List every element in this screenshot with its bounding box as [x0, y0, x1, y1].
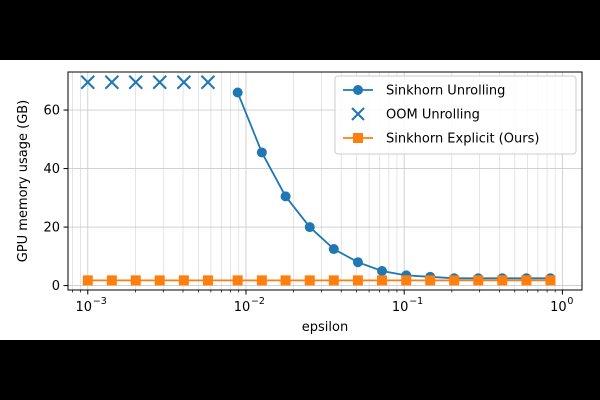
- x-axis: 10 −3 10 −2 10 −1 10 0: [72, 290, 573, 315]
- legend-label: Sinkhorn Explicit (Ours): [386, 132, 539, 147]
- x-tick-exponent: −2: [251, 296, 265, 307]
- x-marker-stroke: [80, 75, 95, 90]
- series-2: [82, 275, 556, 286]
- data-point: [304, 222, 315, 233]
- data-point: [304, 275, 315, 286]
- data-point: [401, 275, 412, 286]
- x-tick-label: 10: [392, 300, 409, 315]
- legend-marker: [353, 133, 363, 143]
- x-marker-stroke: [351, 107, 365, 121]
- x-marker-stroke: [104, 75, 120, 90]
- figure-canvas: 10 −3 10 −2 10 −1 10 0 0 20 40 60 epsilon GPU memory …: [0, 60, 600, 340]
- x-marker-stroke: [128, 75, 143, 90]
- legend-box: [334, 75, 577, 155]
- data-point: [232, 275, 243, 286]
- data-point: [178, 275, 189, 286]
- x-axis-label: epsilon: [302, 320, 348, 335]
- y-axis-label: GPU memory usage (GB): [16, 100, 31, 263]
- x-tick-label: 10: [234, 300, 251, 315]
- data-point: [280, 275, 291, 286]
- data-point: [473, 275, 484, 286]
- data-point: [497, 275, 508, 286]
- legend-entry: Sinkhorn Unrolling: [343, 84, 505, 99]
- data-point: [377, 265, 388, 276]
- legend-marker: [353, 85, 363, 95]
- data-point: [152, 75, 167, 90]
- data-point: [521, 275, 532, 286]
- y-tick-label: 0: [52, 279, 60, 294]
- legend-label: OOM Unrolling: [386, 108, 480, 123]
- data-point: [425, 275, 436, 286]
- data-point: [377, 275, 388, 286]
- data-point: [545, 275, 556, 286]
- x-marker-stroke: [176, 75, 192, 90]
- legend-marker: [351, 107, 365, 121]
- data-point: [176, 75, 192, 90]
- data-point: [328, 244, 339, 255]
- data-point: [328, 275, 339, 286]
- data-point: [82, 275, 93, 286]
- y-axis: 0 20 40 60: [43, 104, 68, 294]
- data-point: [128, 75, 143, 90]
- data-point: [104, 75, 120, 90]
- data-point: [154, 275, 165, 286]
- x-tick-exponent: −1: [409, 296, 423, 307]
- data-point: [200, 75, 216, 90]
- data-point: [130, 275, 141, 286]
- y-tick-label: 40: [43, 162, 60, 177]
- data-point: [80, 75, 95, 90]
- legend-label: Sinkhorn Unrolling: [386, 84, 505, 99]
- data-point: [256, 275, 267, 286]
- data-point: [352, 257, 363, 268]
- x-tick-label: 10: [75, 300, 92, 315]
- data-point: [202, 275, 213, 286]
- x-marker-stroke: [200, 75, 216, 90]
- data-point: [449, 275, 460, 286]
- y-tick-label: 60: [43, 104, 60, 119]
- x-tick-label: 10: [550, 300, 567, 315]
- data-point: [280, 191, 291, 202]
- legend: Sinkhorn Unrolling OOM Unrolling Sinkhorn …: [334, 75, 577, 155]
- legend-entry: Sinkhorn Explicit (Ours): [343, 132, 539, 147]
- data-point: [232, 87, 243, 98]
- x-tick-exponent: 0: [567, 296, 573, 307]
- data-point: [256, 147, 267, 158]
- y-tick-label: 20: [43, 221, 60, 236]
- data-point: [106, 275, 117, 286]
- series-1: [80, 75, 216, 90]
- legend-entry: OOM Unrolling: [351, 107, 480, 123]
- grid: [68, 72, 582, 290]
- x-marker-stroke: [152, 75, 167, 90]
- plot-frame: [67, 71, 583, 291]
- data-point: [352, 275, 363, 286]
- x-tick-exponent: −3: [93, 296, 107, 307]
